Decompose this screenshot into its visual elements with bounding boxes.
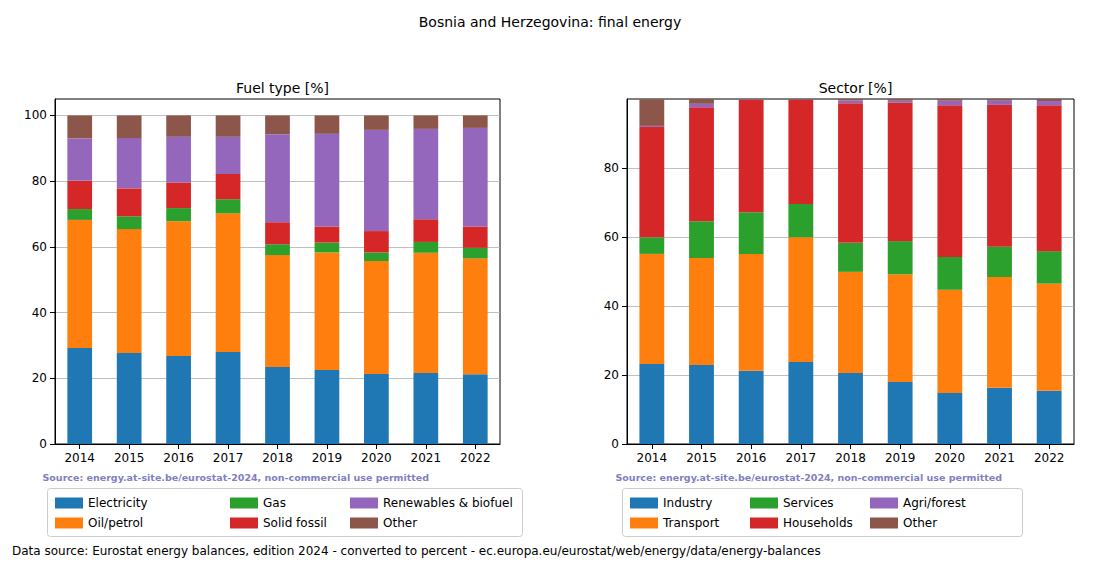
svg-text:40: 40: [604, 299, 619, 313]
svg-text:Renewables & biofuel: Renewables & biofuel: [383, 496, 513, 510]
svg-text:2019: 2019: [312, 451, 343, 465]
svg-text:20: 20: [604, 368, 619, 382]
svg-text:Oil/petrol: Oil/petrol: [88, 516, 143, 530]
svg-text:2021: 2021: [411, 451, 442, 465]
svg-text:Bosnia and Herzegovina: final: Bosnia and Herzegovina: final energy: [419, 14, 682, 30]
svg-text:2020: 2020: [361, 451, 392, 465]
svg-text:0: 0: [39, 437, 47, 451]
svg-text:2022: 2022: [1034, 451, 1065, 465]
svg-text:2022: 2022: [460, 451, 491, 465]
svg-text:Households: Households: [783, 516, 853, 530]
svg-text:Source: energy.at-site.be/euro: Source: energy.at-site.be/eurostat-2024,…: [43, 472, 430, 483]
svg-text:2015: 2015: [686, 451, 717, 465]
svg-text:2018: 2018: [262, 451, 293, 465]
svg-text:80: 80: [604, 161, 619, 175]
svg-text:Source: energy.at-site.be/euro: Source: energy.at-site.be/eurostat-2024,…: [616, 472, 1003, 483]
svg-text:2020: 2020: [935, 451, 966, 465]
svg-text:Data source: Eurostat energy b: Data source: Eurostat energy balances, e…: [12, 544, 821, 558]
svg-text:80: 80: [32, 174, 47, 188]
svg-text:2017: 2017: [786, 451, 817, 465]
svg-text:Services: Services: [783, 496, 834, 510]
svg-text:Other: Other: [383, 516, 417, 530]
svg-text:2021: 2021: [984, 451, 1015, 465]
svg-text:Other: Other: [903, 516, 937, 530]
svg-text:Fuel type [%]: Fuel type [%]: [236, 80, 329, 96]
svg-text:2018: 2018: [835, 451, 866, 465]
svg-text:20: 20: [32, 371, 47, 385]
svg-text:Gas: Gas: [263, 496, 286, 510]
svg-text:2014: 2014: [637, 451, 668, 465]
svg-text:2017: 2017: [213, 451, 244, 465]
svg-text:Electricity: Electricity: [88, 496, 148, 510]
svg-text:100: 100: [24, 108, 47, 122]
svg-text:0: 0: [611, 437, 619, 451]
svg-text:Industry: Industry: [663, 496, 712, 510]
svg-text:2016: 2016: [736, 451, 767, 465]
svg-text:Solid fossil: Solid fossil: [263, 516, 327, 530]
svg-text:2015: 2015: [114, 451, 145, 465]
svg-text:2019: 2019: [885, 451, 916, 465]
svg-text:60: 60: [604, 230, 619, 244]
svg-text:60: 60: [32, 240, 47, 254]
svg-text:Sector [%]: Sector [%]: [819, 80, 893, 96]
svg-text:Agri/forest: Agri/forest: [903, 496, 966, 510]
svg-text:40: 40: [32, 306, 47, 320]
svg-text:2014: 2014: [64, 451, 95, 465]
svg-text:Transport: Transport: [662, 516, 720, 530]
svg-text:2016: 2016: [163, 451, 194, 465]
